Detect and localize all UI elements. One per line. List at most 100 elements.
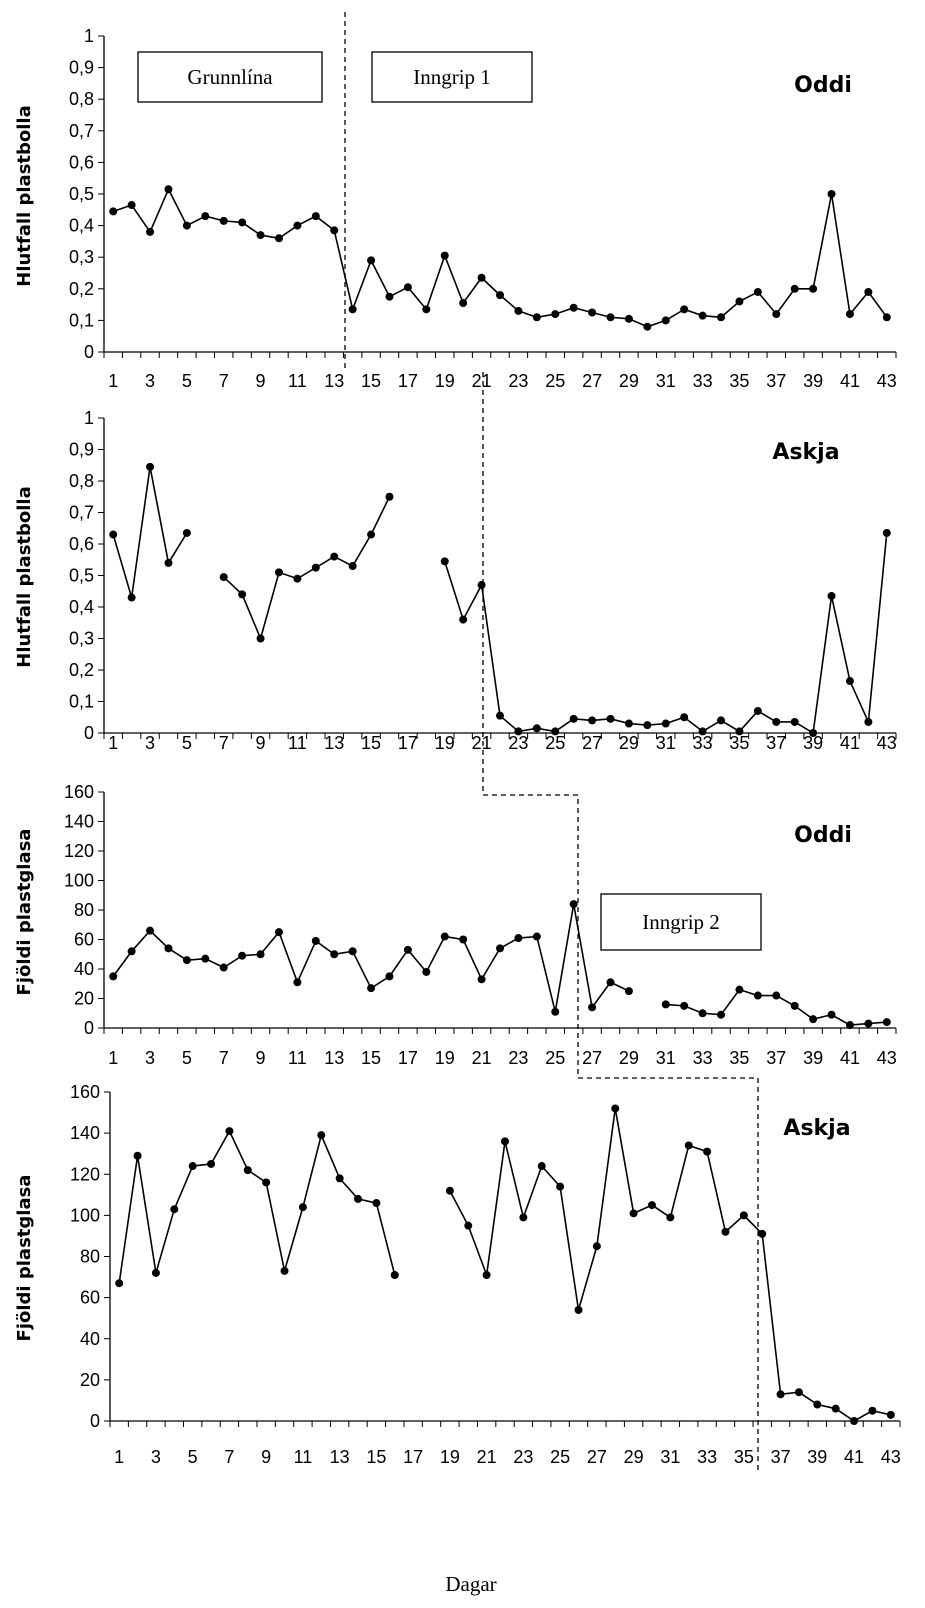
- x-tick-label: 19: [440, 1447, 460, 1467]
- series-line-segment: [112, 903, 630, 1012]
- data-point: [772, 310, 781, 319]
- data-point: [330, 552, 339, 561]
- data-point: [514, 934, 523, 943]
- x-tick-label: 29: [619, 1048, 639, 1068]
- x-tick-label: 19: [435, 1048, 455, 1068]
- data-point: [574, 1305, 583, 1314]
- x-tick-label: 25: [545, 733, 565, 753]
- data-point: [794, 1388, 803, 1397]
- data-point: [385, 292, 394, 301]
- baseline-label-frame: [137, 51, 323, 103]
- data-point: [422, 967, 431, 976]
- x-tick-label: 39: [807, 1447, 827, 1467]
- data-point: [643, 721, 652, 730]
- x-tick-label: 39: [803, 1048, 823, 1068]
- x-tick-label: 25: [545, 1048, 565, 1068]
- x-tick-label: 17: [398, 733, 418, 753]
- y-tick-label: 0,7: [69, 121, 94, 141]
- x-tick-label: 3: [145, 733, 155, 753]
- data-point: [592, 1242, 601, 1251]
- data-point: [680, 713, 689, 722]
- y-axis-label: Fjöldi plastglasa: [14, 829, 35, 996]
- x-tick-label: 33: [693, 1048, 713, 1068]
- data-point: [109, 207, 118, 216]
- data-point: [735, 985, 744, 994]
- x-tick-label: 33: [693, 371, 713, 391]
- x-tick-label: 5: [182, 371, 192, 391]
- data-point: [372, 1199, 381, 1208]
- data-point: [882, 1018, 891, 1027]
- data-point: [146, 227, 155, 236]
- data-point: [680, 305, 689, 314]
- data-point: [606, 313, 615, 322]
- y-tick-label: 0: [84, 1018, 94, 1038]
- data-point: [827, 591, 836, 600]
- y-tick-label: 0,5: [69, 566, 94, 586]
- data-point: [164, 944, 173, 953]
- data-point: [219, 963, 228, 972]
- x-tick-label: 15: [366, 1447, 386, 1467]
- data-point: [293, 978, 302, 987]
- data-point: [606, 714, 615, 723]
- data-point: [385, 492, 394, 501]
- data-point: [225, 1127, 234, 1136]
- x-tick-label: 19: [435, 733, 455, 753]
- x-tick-label: 13: [324, 1048, 344, 1068]
- y-tick-label: 100: [64, 871, 94, 891]
- data-point: [445, 1186, 454, 1195]
- data-point: [164, 558, 173, 567]
- x-tick-label: 37: [766, 371, 786, 391]
- y-tick-label: 0,1: [69, 310, 94, 330]
- data-point: [274, 234, 283, 243]
- data-point: [624, 719, 633, 728]
- data-point: [532, 313, 541, 322]
- data-point: [182, 221, 191, 230]
- data-point: [753, 287, 762, 296]
- x-tick-label: 13: [330, 1447, 350, 1467]
- data-point: [293, 574, 302, 583]
- x-tick-label: 39: [803, 733, 823, 753]
- x-tick-label: 9: [256, 1048, 266, 1068]
- data-point: [772, 991, 781, 1000]
- data-point: [514, 727, 523, 736]
- x-tick-label: 1: [108, 1048, 118, 1068]
- series-line-segment: [112, 187, 888, 328]
- data-point: [850, 1417, 859, 1425]
- x-tick-label: 3: [151, 1447, 161, 1467]
- data-point: [109, 530, 118, 539]
- y-tick-label: 0,4: [69, 216, 94, 236]
- data-point: [772, 717, 781, 726]
- data-point: [164, 185, 173, 194]
- data-point: [348, 305, 357, 314]
- x-tick-label: 15: [361, 1048, 381, 1068]
- data-point: [311, 212, 320, 221]
- data-point: [243, 1166, 252, 1175]
- y-tick-label: 0,1: [69, 692, 94, 712]
- y-tick-label: 60: [80, 1288, 100, 1308]
- data-point: [335, 1174, 344, 1183]
- data-point: [813, 1400, 822, 1409]
- x-tick-label: 43: [877, 733, 897, 753]
- x-tick-label: 7: [224, 1447, 234, 1467]
- y-tick-label: 80: [80, 1247, 100, 1267]
- data-point: [551, 727, 560, 736]
- data-point: [758, 1229, 767, 1238]
- data-point: [367, 256, 376, 265]
- data-point: [201, 212, 210, 221]
- y-tick-label: 1: [84, 408, 94, 428]
- data-point: [680, 1001, 689, 1010]
- data-point: [739, 1211, 748, 1220]
- data-point: [219, 573, 228, 582]
- data-point: [238, 218, 247, 227]
- y-tick-label: 0,3: [69, 629, 94, 649]
- intervention2-label-text: Inngrip 2: [642, 910, 720, 934]
- y-tick-label: 0,8: [69, 89, 94, 109]
- data-point: [519, 1213, 528, 1222]
- x-tick-label: 25: [550, 1447, 570, 1467]
- series-line-segment: [449, 1108, 891, 1422]
- data-point: [661, 316, 670, 325]
- data-point: [569, 714, 578, 723]
- data-point: [464, 1221, 473, 1230]
